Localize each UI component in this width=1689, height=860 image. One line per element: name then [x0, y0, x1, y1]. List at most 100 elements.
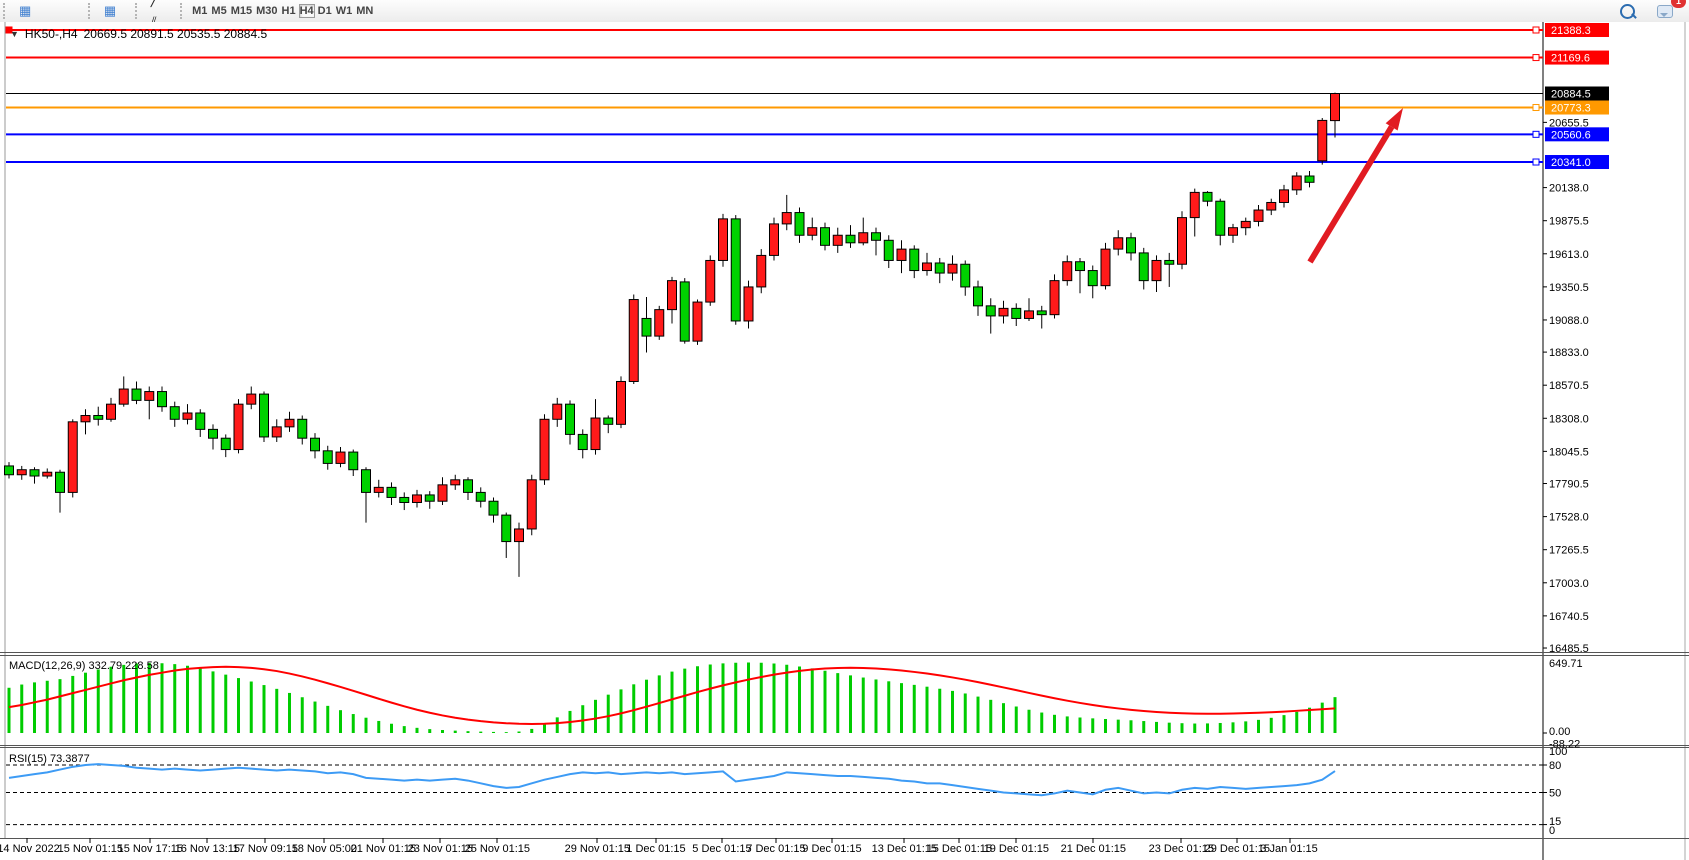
tile-windows-button[interactable]: ▦ [98, 0, 132, 22]
macd-label: MACD(12,26,9) 332.79 228.58 [9, 660, 159, 672]
date-label: 7 Dec 01:15 [746, 843, 805, 855]
time-axis[interactable] [0, 838, 1543, 860]
timeframe-m15[interactable]: M15 [230, 5, 253, 17]
toolbar-grip[interactable] [87, 3, 95, 19]
candle [437, 484, 448, 502]
candle [973, 286, 983, 307]
date-label: 19 Dec 01:15 [984, 843, 1049, 855]
timeframe-d1[interactable]: D1 [317, 5, 332, 17]
svg-text:18045.5: 18045.5 [1549, 446, 1589, 458]
candle [106, 403, 116, 420]
svg-text:21169.6: 21169.6 [1551, 53, 1590, 65]
candle [1202, 191, 1213, 202]
svg-text:20884.5: 20884.5 [1551, 89, 1591, 101]
candle [284, 418, 295, 428]
svg-text:20560.6: 20560.6 [1551, 129, 1591, 141]
candle [1036, 310, 1047, 316]
candle [1164, 259, 1175, 265]
trendline-button[interactable]: ╱ [145, 0, 177, 11]
candle [705, 259, 716, 303]
candle [80, 415, 91, 423]
svg-text:100: 100 [1549, 746, 1567, 758]
search-button[interactable] [1614, 0, 1641, 22]
candle [692, 301, 703, 342]
candle [16, 469, 27, 476]
date-label: 23 Dec 01:15 [1149, 843, 1214, 855]
svg-text:16740.5: 16740.5 [1549, 611, 1589, 623]
svg-text:0: 0 [1549, 825, 1555, 837]
candle [947, 263, 958, 274]
candle [1253, 209, 1264, 222]
date-label: 1 Dec 01:15 [626, 843, 685, 855]
date-label: 3 Jan 01:15 [1260, 843, 1318, 855]
notifications-button[interactable]: 1 [1651, 0, 1686, 22]
toolbar-grip[interactable] [180, 3, 187, 19]
toolbar-grip[interactable] [3, 3, 10, 19]
candle [1075, 261, 1085, 272]
candle [922, 262, 932, 272]
toolbar-grip[interactable] [134, 3, 142, 19]
price-axis[interactable] [1543, 22, 1685, 838]
svg-text:19613.0: 19613.0 [1549, 249, 1589, 261]
date-label: 9 Dec 01:15 [802, 843, 861, 855]
date-label: 15 Nov 17:15 [118, 843, 183, 855]
chat-bubble-icon [1657, 4, 1673, 18]
date-label: 15 Dec 01:15 [927, 843, 992, 855]
svg-text:80: 80 [1549, 760, 1561, 772]
candle [271, 426, 282, 438]
candle [335, 451, 346, 464]
candle [654, 309, 665, 337]
candle [501, 514, 512, 543]
date-label: 15 Nov 01:15 [58, 843, 123, 855]
date-label: 16 Nov 13:15 [175, 843, 240, 855]
notification-badge: 1 [1671, 0, 1686, 8]
timeframe-m5[interactable]: M5 [211, 5, 227, 17]
date-label: 5 Dec 01:15 [692, 843, 751, 855]
candle [743, 286, 754, 322]
candle [1049, 280, 1060, 316]
svg-text:19350.5: 19350.5 [1549, 282, 1589, 294]
timeframe-mn[interactable]: MN [356, 5, 374, 17]
candle [208, 428, 218, 439]
chart-window[interactable]: 20655.5 20138.0 19875.5 19613.0 19350.5 19088… [0, 22, 1689, 860]
svg-text:0.00: 0.00 [1549, 726, 1570, 738]
svg-text:20773.3: 20773.3 [1551, 103, 1591, 115]
timeframe-h4[interactable]: H4 [298, 4, 315, 18]
candle [1279, 189, 1289, 203]
candle [463, 479, 473, 493]
candle [297, 418, 308, 439]
candle [322, 450, 333, 464]
candle [424, 494, 435, 502]
candle [539, 418, 550, 481]
timeframe-m1[interactable]: M1 [192, 5, 208, 17]
chart-canvas[interactable]: 20655.5 20138.0 19875.5 19613.0 19350.5 19088… [0, 22, 1689, 860]
svg-text:19088.0: 19088.0 [1549, 315, 1589, 327]
candle [730, 218, 741, 322]
candle [259, 393, 269, 438]
candle [450, 479, 461, 486]
candle [42, 471, 53, 477]
toolbar-group-right: 1 [1614, 0, 1689, 22]
candle [820, 227, 830, 246]
svg-text:18570.5: 18570.5 [1549, 380, 1589, 392]
candle [756, 254, 767, 288]
candle [118, 388, 129, 405]
timeframe-m30[interactable]: M30 [256, 5, 278, 17]
date-label: 21 Dec 01:15 [1061, 843, 1126, 855]
candle [144, 391, 155, 401]
chart-menu-icon[interactable]: ▼ [10, 29, 19, 39]
timeframe-w1[interactable]: W1 [335, 5, 353, 17]
date-label: 29 Dec 01:15 [1205, 843, 1270, 855]
panel-borders [0, 22, 1689, 860]
date-label: 21 Nov 01:15 [351, 843, 416, 855]
candle [4, 465, 14, 476]
search-icon [1620, 3, 1635, 19]
timeframe-h1[interactable]: H1 [281, 5, 296, 17]
candle [399, 496, 410, 503]
equidistant-channel-button[interactable]: ⫽ [145, 11, 177, 33]
data-window-button[interactable]: ▦ [13, 0, 85, 22]
svg-text:50: 50 [1549, 788, 1561, 800]
svg-text:20138.0: 20138.0 [1549, 183, 1589, 195]
candle [246, 393, 257, 405]
candle [845, 234, 856, 244]
